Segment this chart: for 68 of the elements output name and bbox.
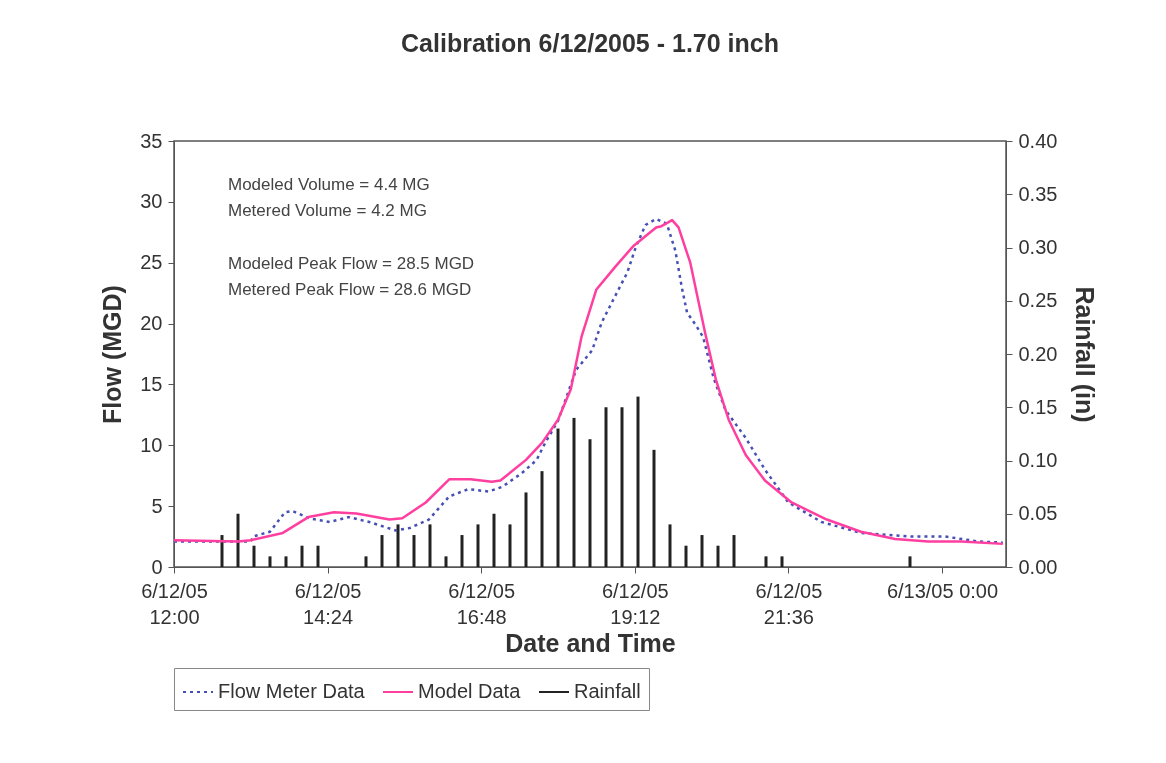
bar bbox=[396, 524, 400, 567]
bar bbox=[636, 396, 640, 567]
bar bbox=[476, 524, 480, 567]
y-tick-label: 20 bbox=[140, 312, 163, 335]
bar bbox=[428, 524, 432, 567]
y-tick-label: 10 bbox=[140, 433, 163, 456]
bar bbox=[684, 545, 688, 567]
legend-label: Model Data bbox=[418, 680, 522, 702]
bar bbox=[508, 524, 512, 567]
y-tick-label: 15 bbox=[140, 372, 163, 395]
y2-tick-label: 0.05 bbox=[1018, 502, 1058, 525]
bar bbox=[588, 439, 592, 567]
bar bbox=[412, 535, 416, 567]
x-tick-label: 6/12/05 14:24 bbox=[294, 579, 362, 628]
legend-label: Rainfall bbox=[574, 680, 641, 702]
y-tick-label: 25 bbox=[140, 251, 163, 274]
y-axis-title: Flow (MGD) bbox=[98, 285, 127, 424]
y-tick-label: 35 bbox=[140, 129, 163, 152]
bar bbox=[700, 535, 704, 567]
y-tick-label: 0 bbox=[151, 555, 163, 578]
bar bbox=[252, 545, 256, 567]
y2-tick-label: 0.35 bbox=[1018, 182, 1058, 205]
y2-axis-title: Rainfall (in) bbox=[1071, 286, 1100, 423]
y2-tick-label: 0.30 bbox=[1018, 236, 1058, 258]
x-axis-title: Date and Time bbox=[505, 628, 676, 657]
bar bbox=[652, 449, 656, 567]
bar bbox=[236, 513, 240, 567]
bar bbox=[220, 535, 224, 567]
bar bbox=[716, 545, 720, 567]
annotation: Metered Peak Flow = 28.6 MGD bbox=[228, 280, 472, 299]
x-tick-label: 6/13/05 0:00 bbox=[886, 579, 999, 602]
bar bbox=[540, 471, 544, 567]
x-tick-label: 6/12/05 16:48 bbox=[448, 579, 516, 628]
bar bbox=[380, 535, 384, 567]
bar bbox=[572, 417, 576, 567]
x-tick-label: 6/12/05 21:36 bbox=[755, 579, 823, 628]
legend-label: Flow Meter Data bbox=[218, 680, 366, 702]
y2-tick-label: 0.20 bbox=[1018, 342, 1058, 365]
y2-tick-label: 0.10 bbox=[1018, 449, 1058, 471]
bar bbox=[364, 556, 368, 567]
annotation: Modeled Volume = 4.4 MG bbox=[228, 175, 430, 194]
bar bbox=[556, 428, 560, 567]
y-tick-label: 30 bbox=[140, 190, 163, 213]
bar bbox=[444, 556, 448, 567]
bar bbox=[780, 556, 784, 567]
x-tick-label: 6/12/05 19:12 bbox=[601, 579, 669, 628]
bar bbox=[732, 535, 736, 567]
bar bbox=[620, 407, 624, 567]
y2-tick-label: 0.00 bbox=[1018, 555, 1058, 578]
bar bbox=[268, 556, 272, 567]
y2-tick-label: 0.25 bbox=[1018, 289, 1058, 312]
chart-title: Calibration 6/12/2005 - 1.70 inch bbox=[401, 29, 779, 57]
annotation: Modeled Peak Flow = 28.5 MGD bbox=[228, 254, 475, 273]
bar bbox=[604, 407, 608, 567]
bar bbox=[300, 545, 304, 567]
bar bbox=[668, 524, 672, 567]
bar bbox=[764, 556, 768, 567]
bar bbox=[316, 545, 320, 567]
bar bbox=[284, 556, 288, 567]
bar bbox=[492, 513, 496, 567]
y2-tick-label: 0.40 bbox=[1018, 129, 1058, 152]
y2-tick-label: 0.15 bbox=[1018, 395, 1058, 418]
y-tick-label: 5 bbox=[151, 494, 163, 517]
x-tick-label: 6/12/05 12:00 bbox=[141, 579, 208, 628]
bar bbox=[460, 535, 464, 567]
bar bbox=[524, 492, 528, 567]
annotation: Metered Volume = 4.2 MG bbox=[228, 201, 427, 220]
bar bbox=[908, 556, 912, 567]
